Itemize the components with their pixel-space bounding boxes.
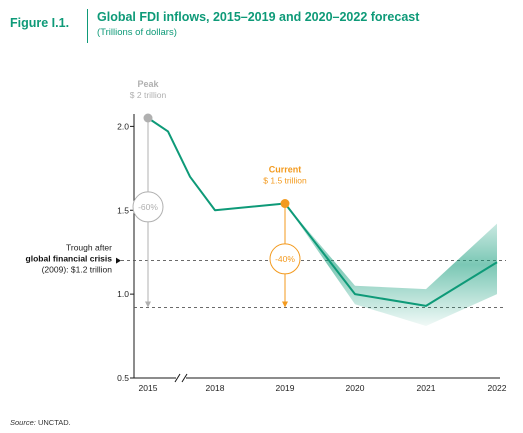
x-axis-tick-labels: 2015 2018 2019 2020 2021 2022: [139, 383, 507, 393]
fdi-inflows-line: [147, 117, 498, 307]
axis-break-slash: [181, 373, 188, 383]
reference-lines: [121, 260, 506, 308]
x-tick-label: 2022: [488, 383, 507, 393]
y-tick-label: 2.0: [117, 121, 129, 131]
figure-subtitle: (Trillions of dollars): [97, 27, 177, 38]
annotation-value: $ 1.5 trillion: [263, 176, 307, 186]
source-note: Source: UNCTAD.: [10, 418, 71, 427]
peak-annotation: Peak$ 2 trillion -60%: [130, 79, 167, 308]
y-axis-ticks: 0.5 1.0 1.5 2.0: [117, 121, 134, 383]
trough-arrow-marker: [116, 257, 121, 264]
drop-percent-label: -40%: [275, 254, 295, 264]
drop-arrow-head: [145, 301, 151, 308]
trough-label-line2: global financial crisis: [26, 254, 113, 264]
drop-percent-label: -60%: [138, 202, 158, 212]
annotation-point: [280, 199, 290, 209]
source-text: UNCTAD.: [37, 418, 71, 427]
x-tick-label: 2021: [417, 383, 436, 393]
drop-percent-circle: [269, 243, 301, 275]
y-tick-label: 1.0: [117, 289, 129, 299]
annotation-title: Current: [269, 165, 302, 175]
x-tick-label: 2018: [206, 383, 225, 393]
x-tick-label: 2020: [346, 383, 365, 393]
axes: 0.5 1.0 1.5 2.0 2015 2018 2019 2020 2021 2022: [117, 114, 507, 393]
annotation-value: $ 2 trillion: [130, 90, 167, 100]
figure-title: Global FDI inflows, 2015–2019 and 2020–2…: [97, 10, 420, 24]
trough-label-line1: Trough after: [66, 243, 112, 253]
title-divider: [87, 9, 88, 43]
x-tick-label: 2015: [139, 383, 158, 393]
current-annotation: Current$ 1.5 trillion -40%: [263, 165, 307, 308]
annotation-point: [143, 113, 153, 123]
axis-break-gap: [176, 374, 186, 382]
figure-label: Figure I.1.: [10, 16, 70, 30]
source-label: Source:: [10, 418, 36, 427]
y-tick-label: 0.5: [117, 373, 129, 383]
y-tick-label: 1.5: [117, 205, 129, 215]
axis-break-slash: [174, 373, 181, 383]
drop-arrow-head: [282, 301, 288, 308]
trough-label-line3: (2009): $1.2 trillion: [42, 265, 113, 275]
x-tick-label: 2019: [276, 383, 295, 393]
x-axis-break-marker: [174, 373, 188, 383]
annotation-title: Peak: [137, 79, 159, 89]
drop-percent-circle: [132, 191, 164, 223]
